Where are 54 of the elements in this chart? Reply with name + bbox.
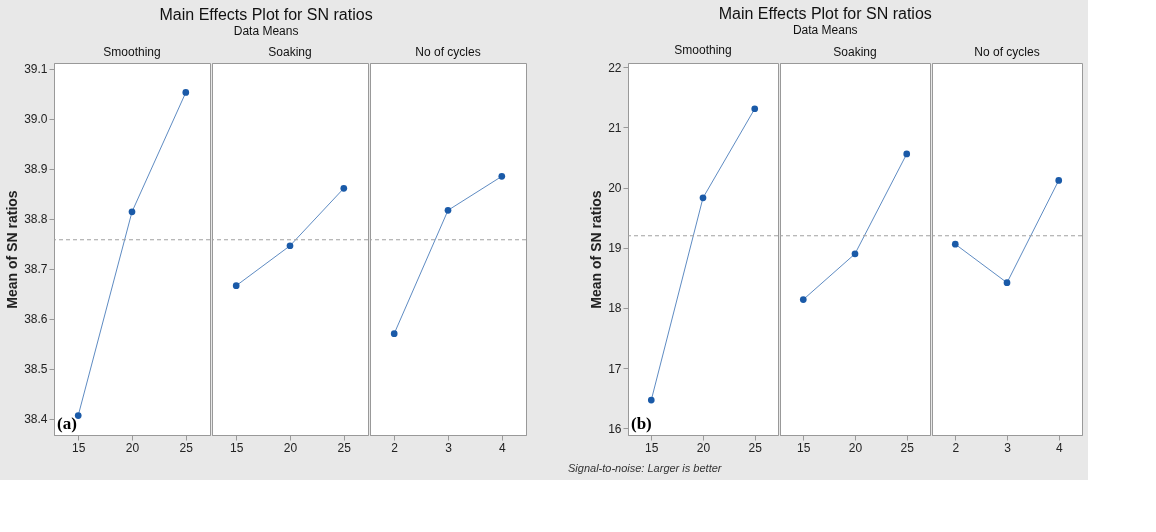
y-tick-label: 22 [608, 60, 622, 75]
chart-subtitle: Data Means [792, 22, 858, 37]
y-tick-label: 18 [608, 301, 622, 316]
y-axis-title: Mean of SN ratios [588, 190, 605, 309]
point [74, 412, 82, 419]
x-tick-label: 15 [72, 440, 86, 455]
y-tick-label: 38.6 [24, 312, 48, 327]
x-tick-label: 20 [696, 440, 711, 455]
chart-title: Main Effects Plot for SN ratios [159, 6, 373, 24]
x-tick-label: 2 [952, 440, 960, 455]
x-tick-label: 15 [645, 440, 659, 455]
y-tick-label: 39.1 [24, 62, 48, 77]
point [699, 194, 707, 202]
x-axis-title: Smoothing [674, 43, 732, 58]
x-tick-label: 25 [179, 440, 194, 455]
y-axis-title: Mean of SN ratios [4, 190, 21, 309]
x-tick-label: 3 [445, 440, 453, 455]
x-tick-label: 20 [848, 440, 863, 455]
x-tick-label: 20 [283, 440, 298, 455]
point [182, 89, 190, 96]
x-tick-label: 3 [1004, 440, 1012, 455]
chart-title: Main Effects Plot for SN ratios [718, 4, 932, 22]
x-tick-label: 2 [391, 440, 399, 455]
text: Signal-to-noise: Larger is better [568, 462, 723, 474]
x-tick-label: 15 [797, 440, 811, 455]
x-tick-label: 25 [337, 440, 352, 455]
y-tick-label: 19 [608, 241, 622, 256]
x-axis-title: No of cycles [415, 45, 481, 59]
x-tick-label: 4 [1055, 440, 1063, 455]
x-tick-label: 15 [230, 440, 244, 455]
y-tick-label: 16 [608, 421, 622, 436]
x-axis-title: No of cycles [974, 45, 1040, 59]
x-axis-title: Smoothing [103, 44, 161, 59]
x-tick-label: 20 [125, 440, 140, 455]
x-tick-label: 4 [498, 440, 506, 455]
point [751, 105, 759, 113]
y-tick-label: 38.4 [24, 412, 48, 427]
y-tick-label: 39.0 [24, 112, 48, 127]
point [128, 208, 136, 216]
x-tick-label: 25 [900, 440, 915, 455]
y-tick-label: 38.5 [24, 362, 48, 377]
point [647, 396, 655, 404]
y-tick-label: 38.8 [24, 212, 48, 227]
x-axis-title: Soaking [833, 45, 877, 59]
y-tick-label: 20 [608, 181, 622, 196]
annotation: (b) [631, 414, 652, 433]
annotation: (a) [57, 414, 77, 433]
x-axis-title: Soaking [268, 45, 312, 59]
y-tick-label: 38.9 [24, 162, 48, 177]
y-tick-label: 21 [608, 120, 622, 135]
y-tick-label: 17 [608, 361, 622, 376]
y-tick-label: 38.7 [24, 262, 48, 277]
chart-subtitle: Data Means [233, 24, 299, 39]
x-tick-label: 25 [748, 440, 763, 455]
